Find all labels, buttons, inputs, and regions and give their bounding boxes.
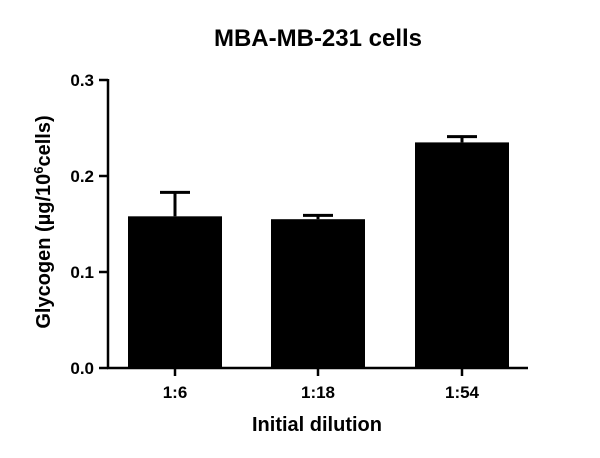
y-ticks-group: 0.0 0.1 0.2 0.3 <box>70 71 108 378</box>
bars-group <box>128 142 509 368</box>
y-axis-title-tail: cells) <box>33 115 55 166</box>
bar-3 <box>415 142 509 368</box>
x-tick-label-3: 1:54 <box>445 383 480 402</box>
x-ticks-group: 1:6 1:18 1:54 <box>163 368 480 402</box>
y-axis-title: Glycogen (µg/106cells) <box>31 115 56 328</box>
chart-title: MBA-MB-231 cells <box>214 25 422 52</box>
y-axis-title-superscript: 6 <box>31 167 46 174</box>
bar-2 <box>271 219 365 368</box>
x-tick-label-2: 1:18 <box>301 383 335 402</box>
y-tick-label-2: 0.1 <box>70 263 94 282</box>
y-tick-label-3: 0.2 <box>70 167 94 186</box>
y-axis-title-main: Glycogen (µg/10 <box>33 174 55 329</box>
x-tick-label-1: 1:6 <box>163 383 188 402</box>
x-axis-title: Initial dilution <box>252 414 382 436</box>
error-bars-group <box>160 135 477 220</box>
bar-1 <box>128 216 222 368</box>
y-tick-label-4: 0.3 <box>70 71 94 90</box>
y-tick-label-1: 0.0 <box>70 359 94 378</box>
